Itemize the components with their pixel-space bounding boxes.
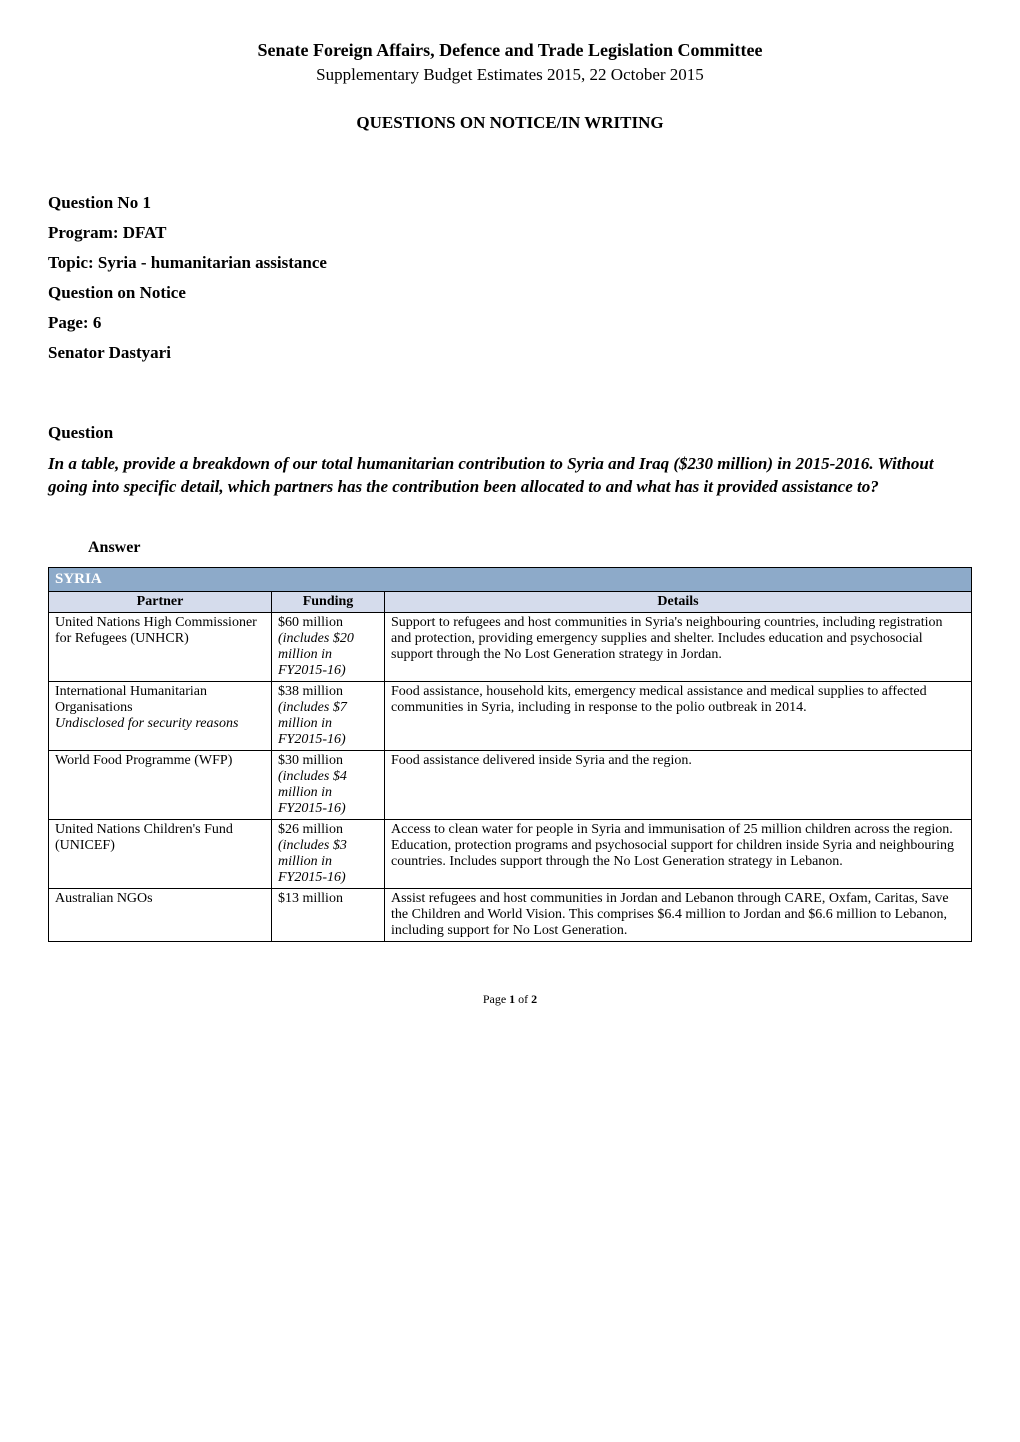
meta-block: Question No 1 Program: DFAT Topic: Syria… (48, 193, 972, 363)
table-row: Australian NGOs $13 million Assist refug… (49, 888, 972, 941)
qon-line: Question on Notice (48, 283, 972, 303)
details-cell: Food assistance delivered inside Syria a… (385, 750, 972, 819)
table-row: International Humanitarian Organisations… (49, 681, 972, 750)
funding-italic: (includes $20 million in FY2015-16) (278, 631, 354, 678)
region-header: SYRIA (49, 567, 972, 591)
question-heading: Question (48, 423, 972, 443)
col-details: Details (385, 591, 972, 612)
region-header-row: SYRIA (49, 567, 972, 591)
funding-main: $13 million (278, 891, 343, 906)
partner-main: Australian NGOs (55, 891, 153, 906)
funding-cell: $30 million (includes $4 million in FY20… (272, 750, 385, 819)
header-subtitle: Supplementary Budget Estimates 2015, 22 … (48, 65, 972, 85)
committee-title: Senate Foreign Affairs, Defence and Trad… (48, 40, 972, 61)
details-cell: Assist refugees and host communities in … (385, 888, 972, 941)
syria-table: SYRIA Partner Funding Details United Nat… (48, 567, 972, 942)
funding-cell: $13 million (272, 888, 385, 941)
partner-cell: World Food Programme (WFP) (49, 750, 272, 819)
funding-italic: (includes $3 million in FY2015-16) (278, 838, 347, 885)
funding-cell: $60 million (includes $20 million in FY2… (272, 612, 385, 681)
page-total: 2 (531, 992, 537, 1006)
page-label: Page (483, 992, 509, 1006)
partner-main: United Nations Children's Fund (UNICEF) (55, 822, 233, 853)
partner-cell: United Nations Children's Fund (UNICEF) (49, 819, 272, 888)
partner-main: International Humanitarian Organisations (55, 684, 207, 715)
details-cell: Support to refugees and host communities… (385, 612, 972, 681)
funding-main: $38 million (278, 684, 343, 699)
funding-italic: (includes $4 million in FY2015-16) (278, 769, 347, 816)
col-partner: Partner (49, 591, 272, 612)
funding-main: $30 million (278, 753, 343, 768)
funding-cell: $38 million (includes $7 million in FY20… (272, 681, 385, 750)
partner-main: World Food Programme (WFP) (55, 753, 232, 768)
answer-heading: Answer (88, 539, 972, 557)
table-row: United Nations High Commissioner for Ref… (49, 612, 972, 681)
table-row: United Nations Children's Fund (UNICEF) … (49, 819, 972, 888)
funding-main: $26 million (278, 822, 343, 837)
topic-line: Topic: Syria - humanitarian assistance (48, 253, 972, 273)
funding-italic: (includes $7 million in FY2015-16) (278, 700, 347, 747)
funding-main: $60 million (278, 615, 343, 630)
column-header-row: Partner Funding Details (49, 591, 972, 612)
partner-cell: United Nations High Commissioner for Ref… (49, 612, 272, 681)
table-row: World Food Programme (WFP) $30 million (… (49, 750, 972, 819)
page-footer: Page 1 of 2 (48, 992, 972, 1007)
partner-main: United Nations High Commissioner for Ref… (55, 615, 257, 646)
details-cell: Food assistance, household kits, emergen… (385, 681, 972, 750)
partner-cell: Australian NGOs (49, 888, 272, 941)
senator-line: Senator Dastyari (48, 343, 972, 363)
program-line: Program: DFAT (48, 223, 972, 243)
funding-cell: $26 million (includes $3 million in FY20… (272, 819, 385, 888)
partner-cell: International Humanitarian Organisations… (49, 681, 272, 750)
section-heading: QUESTIONS ON NOTICE/IN WRITING (48, 113, 972, 133)
details-cell: Access to clean water for people in Syri… (385, 819, 972, 888)
col-funding: Funding (272, 591, 385, 612)
question-no: Question No 1 (48, 193, 972, 213)
page-line: Page: 6 (48, 313, 972, 333)
partner-italic: Undisclosed for security reasons (55, 716, 238, 731)
question-text: In a table, provide a breakdown of our t… (48, 453, 972, 499)
of-label: of (515, 992, 531, 1006)
